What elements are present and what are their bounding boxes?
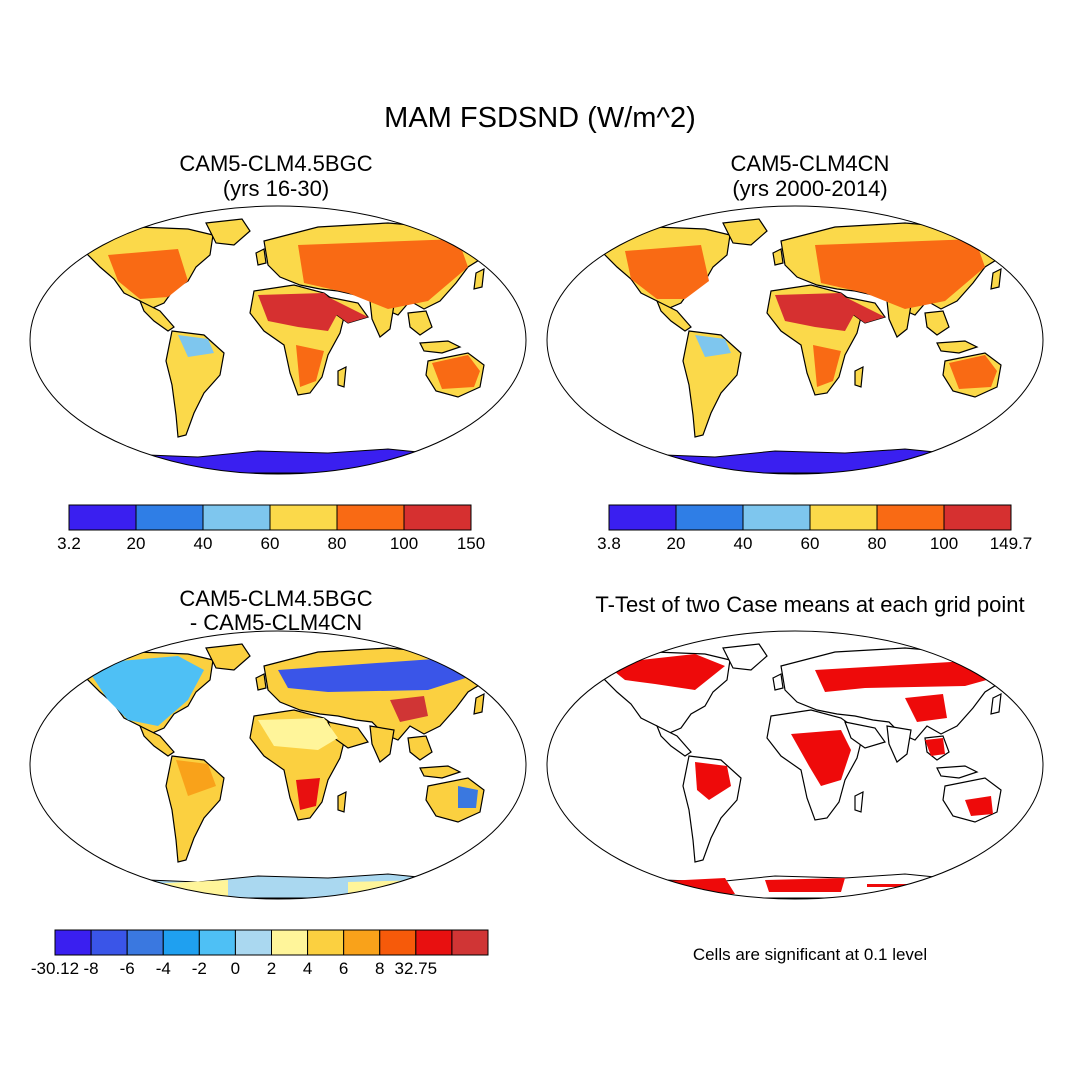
panel2-title: CAM5-CLM4CN — [730, 151, 890, 176]
colorbar-tick-label: 40 — [194, 534, 213, 553]
map-difference — [29, 630, 527, 900]
colorbar-tick-label: 6 — [339, 959, 348, 978]
colorbar-tick-label: 80 — [328, 534, 347, 553]
colorbar-swatch — [943, 504, 1012, 531]
sig-seasia — [925, 738, 945, 756]
panel4-title: T-Test of two Case means at each grid po… — [595, 592, 1025, 617]
region-sa-blue — [178, 335, 214, 357]
colorbar-tick-label: -4 — [156, 959, 171, 978]
sig-australia — [965, 796, 993, 816]
colorbar-swatch — [271, 929, 309, 956]
figure-title: MAM FSDSND (W/m^2) — [384, 102, 696, 134]
significance-note: Cells are significant at 0.1 level — [692, 945, 928, 964]
colorbar-swatch — [415, 929, 453, 956]
colorbar-tick-label: 100 — [930, 534, 958, 553]
colorbar-case1: 3.2 20 40 60 80 100 150 — [57, 504, 485, 553]
colorbar-swatch — [403, 504, 472, 531]
colorbar-swatch — [198, 929, 236, 956]
colorbar-tick-label: -8 — [84, 959, 99, 978]
sig-sa — [695, 762, 731, 800]
colorbar-tick-label: 3.8 — [597, 534, 621, 553]
region-asia-orange — [298, 239, 468, 309]
region-africa-hot — [258, 293, 340, 331]
colorbar-swatch — [876, 504, 945, 531]
colorbar-swatch — [451, 929, 489, 956]
colorbar-swatch — [343, 929, 381, 956]
region-na-blue — [84, 656, 204, 726]
colorbar-swatch — [608, 504, 677, 531]
region-sa-orange — [176, 760, 216, 796]
region-arabia-hot — [328, 297, 368, 323]
colorbar-swatch — [379, 929, 417, 956]
colorbar-case2: 3.8 20 40 60 80 100 149.7 — [597, 504, 1033, 553]
colorbar-tick-label: -30.12 — [31, 959, 79, 978]
colorbar-tick-label: 60 — [261, 534, 280, 553]
panel1-subtitle: (yrs 16-30) — [222, 176, 330, 201]
region-tibet-red — [390, 696, 428, 722]
region-siberia-blue — [278, 658, 478, 692]
region-australia — [432, 355, 480, 389]
colorbar-tick-label: 3.2 — [57, 534, 81, 553]
region-na-orange — [108, 249, 188, 299]
region-africa-south-red — [296, 778, 320, 810]
colorbar-tick-label: 20 — [127, 534, 146, 553]
colorbar-swatch — [162, 929, 200, 956]
sig-tibet — [905, 694, 947, 722]
colorbar-tick-label: 100 — [390, 534, 418, 553]
colorbar-tick-label: 80 — [868, 534, 887, 553]
colorbar-swatch — [675, 504, 744, 531]
colorbar-tick-label: -2 — [192, 959, 207, 978]
sig-africa — [791, 730, 851, 786]
colorbar-swatch — [54, 929, 92, 956]
colorbar-tick-label: 0 — [231, 959, 240, 978]
colorbar-swatch — [336, 504, 405, 531]
colorbar-tick-label: 8 — [375, 959, 384, 978]
region-australia-blue — [458, 786, 478, 808]
colorbar-tick-label: 40 — [734, 534, 753, 553]
colorbar-tick-label: 2 — [267, 959, 276, 978]
colorbar-tick-label: 20 — [667, 534, 686, 553]
colorbar-swatch — [135, 504, 204, 531]
colorbar-tick-label: 149.7 — [990, 534, 1033, 553]
map-ttest — [546, 630, 1044, 900]
colorbar-swatch — [68, 504, 137, 531]
colorbar-tick-label: 60 — [801, 534, 820, 553]
colorbar-swatch — [126, 929, 164, 956]
colorbar-difference: -30.12 -8 -6 -4 -2 0 2 4 6 8 32.75 — [31, 929, 489, 978]
map-case2 — [546, 205, 1044, 475]
colorbar-tick-label: 32.75 — [395, 959, 438, 978]
colorbar-swatch — [809, 504, 878, 531]
colorbar-tick-label: -6 — [120, 959, 135, 978]
panel1-title: CAM5-CLM4.5BGC — [179, 151, 373, 176]
panel3-subtitle: - CAM5-CLM4CN — [189, 610, 363, 635]
colorbar-swatch — [234, 929, 273, 956]
colorbar-swatch — [742, 504, 811, 531]
colorbar-swatch — [307, 929, 345, 956]
panel2-subtitle: (yrs 2000-2014) — [732, 176, 888, 201]
region-africa-south — [296, 345, 324, 387]
colorbar-tick-label: 4 — [303, 959, 312, 978]
colorbar-tick-label: 150 — [457, 534, 485, 553]
colorbar-swatch — [202, 504, 271, 531]
panel3-title: CAM5-CLM4.5BGC — [179, 586, 373, 611]
region-africa-mixed — [258, 718, 338, 750]
colorbar-swatch — [269, 504, 338, 531]
colorbar-swatch — [90, 929, 128, 956]
map-case1 — [29, 205, 527, 475]
sig-asia — [815, 660, 1001, 692]
